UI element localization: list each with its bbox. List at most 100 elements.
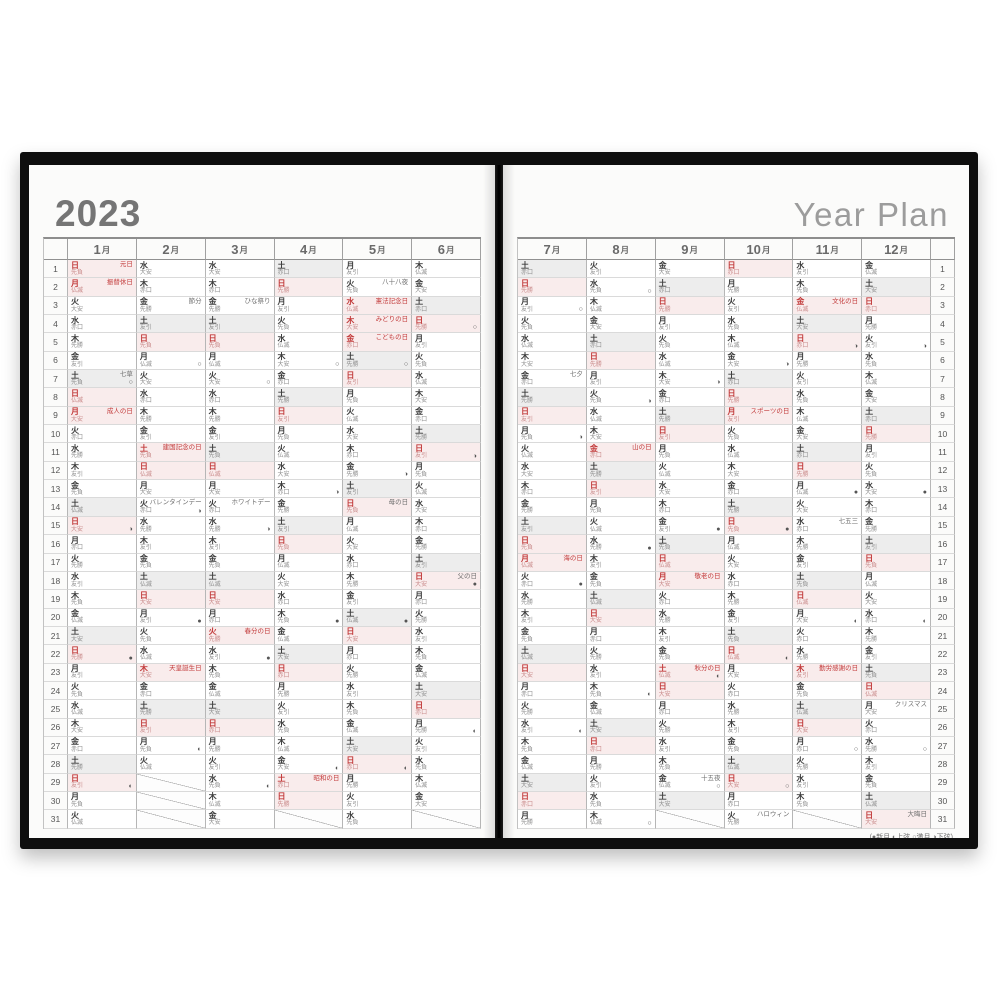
day-cell: 水仏滅	[724, 443, 794, 462]
rokuyo-label: 大安	[71, 526, 84, 533]
weekday-label: 土	[727, 498, 736, 508]
rokuyo-label: 友引	[277, 710, 290, 717]
weekday-label: 土	[727, 755, 736, 765]
rokuyo-label: 先勝	[346, 471, 359, 478]
day-cell: 火先負	[68, 681, 137, 701]
day-cell: 日先勝	[724, 388, 794, 407]
day-cell: 土大安	[68, 626, 137, 646]
day-cell: 土友引	[136, 315, 206, 334]
weekday-label: 日	[727, 517, 736, 527]
weekday-label: 木	[277, 352, 286, 362]
weekday-label: 日	[346, 627, 355, 637]
day-cell: 火先負	[274, 315, 344, 334]
weekday-label: 金	[589, 572, 598, 582]
day-cell: 日先負	[274, 535, 344, 554]
day-cell: 火大安	[136, 370, 206, 389]
day-cell: 日大安	[586, 608, 656, 627]
rokuyo-label: 仏滅	[208, 581, 221, 588]
weekday-label: 水	[796, 517, 805, 527]
rokuyo-label: 友引	[727, 728, 740, 735]
day-cell: 金大安	[412, 791, 481, 811]
rokuyo-label: 先勝	[139, 416, 152, 423]
day-cell: 月先負 ◑	[518, 425, 587, 444]
day-cell: 金先負	[655, 645, 725, 664]
day-cell: 土仏滅	[862, 791, 931, 811]
weekday-label: 火	[658, 333, 667, 343]
weekday-label: 月	[658, 572, 667, 582]
day-number: 31	[931, 810, 955, 829]
rokuyo-label: 赤口	[658, 398, 671, 405]
weekday-label: 月	[208, 352, 217, 362]
weekday-label: 水	[71, 572, 79, 582]
day-cell: 金大安	[412, 278, 481, 297]
rokuyo-label: 先勝	[521, 600, 534, 607]
rokuyo-label: 大安	[277, 361, 290, 368]
day-cell: 土大安	[862, 278, 931, 297]
rokuyo-label: 先負	[346, 398, 359, 405]
rokuyo-label: 先負	[139, 563, 152, 570]
moon-phase-icon: ◑	[197, 507, 202, 515]
rokuyo-label: 先勝	[796, 545, 809, 551]
rokuyo-label: 大安	[346, 434, 359, 441]
rokuyo-label: 先負	[658, 343, 671, 350]
rokuyo-label: 友引	[346, 269, 359, 276]
day-number: 5	[931, 333, 955, 352]
rokuyo-label: 赤口	[71, 746, 84, 753]
day-cell: 日仏滅	[793, 590, 863, 609]
rokuyo-label: 赤口	[346, 765, 359, 772]
rokuyo-label: 仏滅	[71, 288, 84, 295]
day-cell: 金先勝	[274, 498, 344, 517]
day-cell: 火赤口	[793, 626, 863, 646]
day-cell: 水先勝	[68, 443, 137, 462]
rokuyo-label: 先負	[71, 600, 84, 607]
day-cell: 土赤口	[518, 260, 587, 279]
day-cell: 土大安	[205, 700, 275, 719]
weekday-label: 日	[796, 462, 805, 472]
rokuyo-label: 大安	[727, 783, 740, 790]
weekday-label: 木	[521, 609, 529, 619]
day-cell: 日大安	[343, 626, 413, 646]
rokuyo-label: 仏滅	[71, 820, 84, 827]
moon-phase-icon: ●	[716, 526, 721, 534]
weekday-label: 金	[139, 297, 148, 307]
day-cell: 日大安 ◑	[68, 516, 137, 536]
weekday-label: 水	[658, 609, 667, 619]
day-number: 12	[44, 461, 68, 481]
moon-phase-icon: ◑	[472, 452, 477, 460]
rokuyo-label: 仏滅	[658, 471, 671, 478]
weekday-label: 木	[521, 480, 529, 490]
event-label: 敬老の日	[694, 572, 721, 580]
weekday-label: 土	[208, 572, 217, 582]
day-cell: 水大安	[343, 425, 413, 444]
rokuyo-label: 仏滅	[277, 343, 290, 350]
grid-corner	[44, 239, 68, 260]
day-cell: 火先勝	[793, 755, 863, 774]
weekday-label: 土	[658, 278, 667, 288]
weekday-label: 火	[346, 664, 355, 674]
day-cell: 木先勝	[136, 406, 206, 426]
day-cell: 月大安 成人の日	[68, 406, 137, 426]
rokuyo-label: 仏滅	[415, 783, 428, 790]
day-number: 3	[44, 296, 68, 316]
weekday-label: 水	[865, 609, 874, 619]
weekday-label: 日	[277, 407, 286, 417]
event-label: 文化の日	[832, 297, 859, 305]
day-cell: 月赤口	[412, 590, 481, 609]
moon-phase-icon: ◑	[853, 342, 859, 350]
rokuyo-label: 先負	[727, 526, 740, 533]
rokuyo-label: 先勝	[589, 361, 602, 368]
weekday-label: 土	[139, 572, 148, 582]
rokuyo-label: 友引	[658, 434, 671, 441]
weekday-label: 日	[658, 682, 667, 692]
day-cell: 火仏滅	[136, 755, 206, 774]
weekday-label: 水	[346, 297, 355, 307]
rokuyo-label: 赤口	[727, 691, 740, 698]
moon-phase-icon: ◑	[128, 526, 133, 534]
day-cell: 金仏滅	[862, 260, 931, 279]
rokuyo-label: 先勝	[727, 820, 740, 827]
rokuyo-label: 仏滅	[139, 765, 152, 772]
year-plan-title: Year Plan	[793, 195, 949, 233]
rokuyo-label: 赤口	[521, 581, 534, 588]
